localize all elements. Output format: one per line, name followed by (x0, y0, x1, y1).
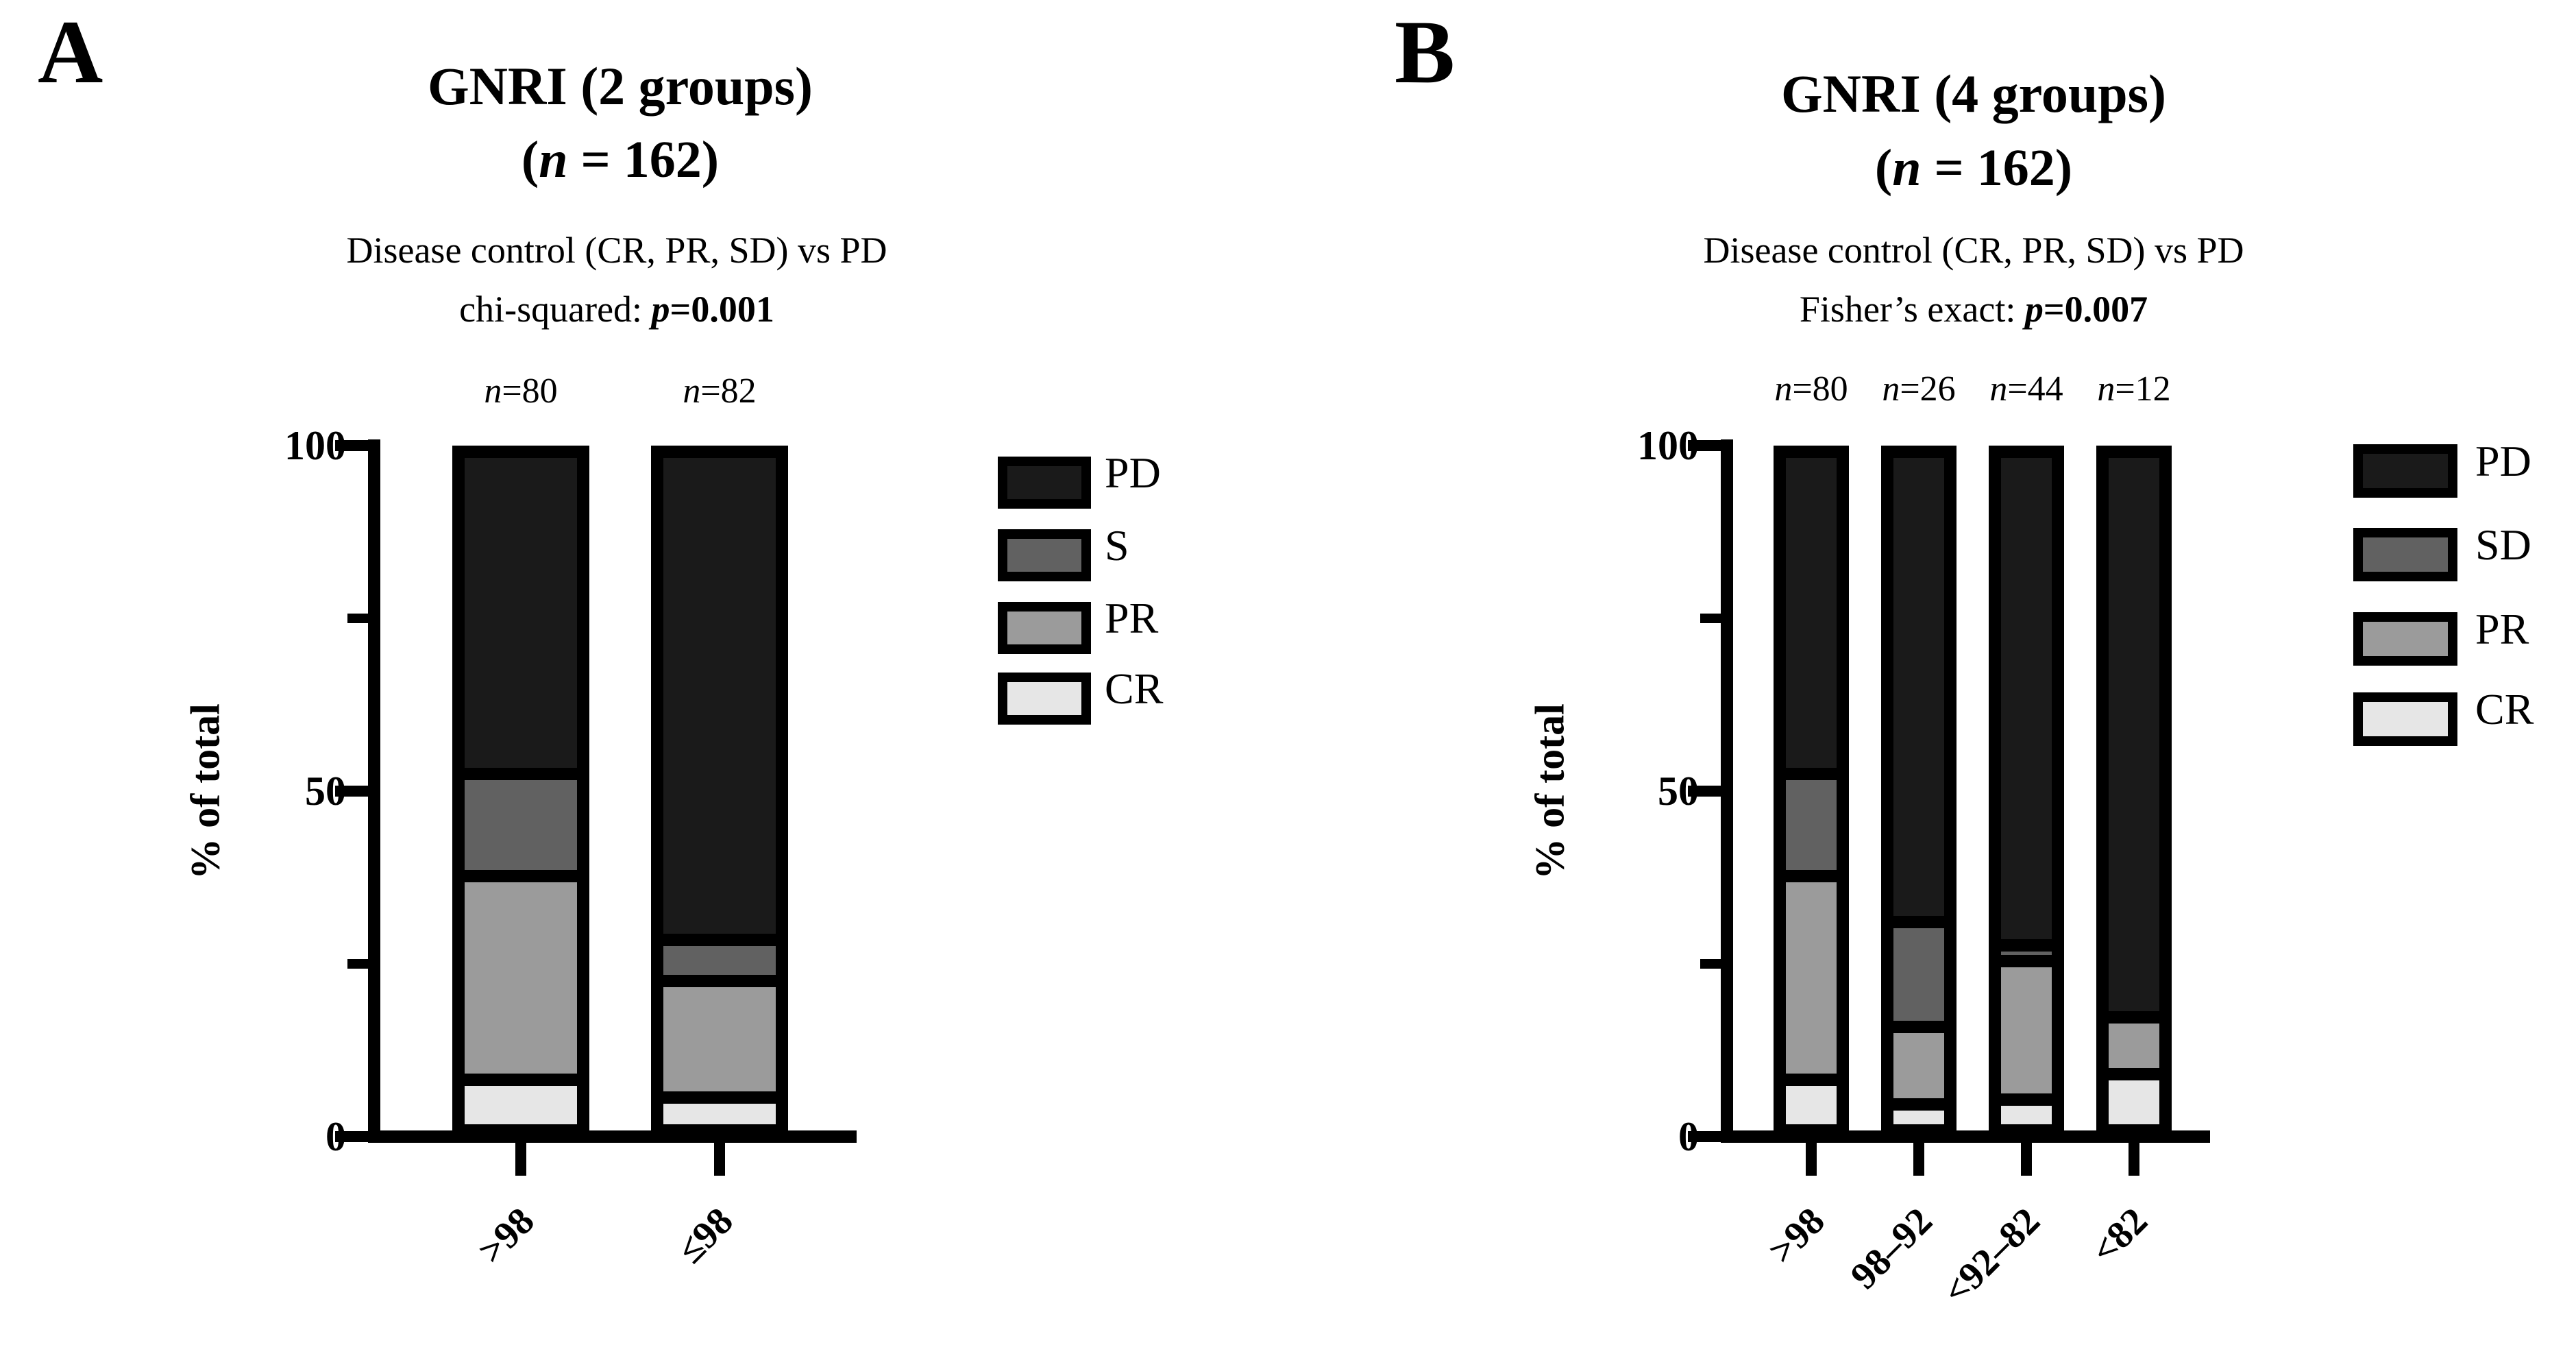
bar-segment-PR (2102, 1017, 2166, 1074)
y-axis-minor-tick (347, 959, 368, 969)
y-axis-line (368, 439, 380, 1143)
y-axis-minor-tick (1700, 959, 1721, 969)
x-axis-tick (2129, 1143, 2139, 1176)
bar-n-label: n=82 (683, 372, 757, 411)
y-tick-label: 0 (1678, 1114, 1699, 1159)
bar-segment-PR (1780, 875, 1843, 1080)
bar-segment-PR (1887, 1026, 1950, 1105)
y-tick-label: 100 (284, 423, 346, 468)
y-axis-minor-tick (347, 614, 368, 623)
legend-label-CR: CR (2475, 685, 2534, 734)
bar-segment-PD (1780, 452, 1843, 775)
bar-segment-CR (1887, 1104, 1950, 1130)
y-axis-major-tick (335, 440, 368, 451)
bar-n-label: n=44 (1989, 370, 2063, 409)
panel-letter-a: A (38, 1, 103, 102)
legend-label-CR: CR (1105, 664, 1164, 713)
panel-letter-b: B (1395, 1, 1456, 102)
panel-b-title: GNRI (4 groups) (1781, 64, 2166, 123)
y-axis-minor-tick (1700, 614, 1721, 623)
x-axis-tick (1806, 1143, 1817, 1176)
bar-segment-SD (1995, 945, 2058, 961)
legend-swatch-CR (2353, 692, 2457, 746)
bar-segment-PD (458, 452, 583, 775)
bar-segment-PR (657, 981, 782, 1098)
panel-a-subtitle: Disease control (CR, PR, SD) vs PD (346, 230, 887, 271)
bar-segment-S (657, 939, 782, 982)
x-axis-tick (714, 1143, 725, 1176)
x-tick-label: >98 (469, 1199, 543, 1272)
bar-segment-PR (458, 875, 583, 1080)
y-tick-label: 50 (305, 768, 346, 814)
legend-swatch-S (998, 529, 1091, 581)
bar-segment-CR (657, 1097, 782, 1130)
bar->98 (452, 446, 589, 1137)
bar-segment-PD (1995, 452, 2058, 945)
y-axis-major-tick (335, 786, 368, 797)
x-axis-tick (515, 1143, 526, 1176)
bar-98–92 (1881, 446, 1956, 1137)
bar-n-label: n=80 (1774, 370, 1848, 409)
y-tick-label: 0 (326, 1114, 346, 1159)
panel-b-stat-line: Fisher’s exact: p=0.007 (1799, 289, 2148, 330)
legend-label-PR: PR (1105, 594, 1159, 642)
bar->98 (1774, 446, 1849, 1137)
legend-label-SD: SD (2475, 520, 2531, 569)
y-axis-line (1721, 439, 1733, 1143)
legend-label-PR: PR (2475, 605, 2529, 653)
bar-segment-PD (2102, 452, 2166, 1017)
legend-label-PD: PD (2475, 437, 2531, 485)
bar-segment-PD (1887, 452, 1950, 923)
panel-a-title: GNRI (2 groups) (428, 56, 813, 116)
legend-swatch-PR (2353, 612, 2457, 666)
y-axis-major-tick (1688, 1131, 1721, 1142)
bar-segment-SD (1780, 774, 1843, 876)
legend-swatch-SD (2353, 528, 2457, 581)
bar-<82 (2096, 446, 2172, 1137)
bar-segment-SD (1887, 922, 1950, 1027)
legend-swatch-PD (998, 457, 1091, 509)
y-axis-major-tick (335, 1131, 368, 1142)
y-axis-major-tick (1688, 786, 1721, 797)
y-tick-label: 100 (1637, 423, 1699, 468)
bar-n-label: n=80 (484, 372, 558, 411)
y-axis-title: % of total (182, 703, 228, 880)
panel-a-stat-line: chi-squared: p=0.001 (459, 289, 774, 330)
bar-segment-CR (2102, 1074, 2166, 1130)
x-axis-tick (1913, 1143, 1924, 1176)
legend-label-S: S (1105, 521, 1129, 570)
bar-segment-PD (657, 452, 782, 940)
bar-segment-PR (1995, 960, 2058, 1100)
bar-segment-CR (1780, 1079, 1843, 1130)
legend-swatch-PR (998, 602, 1091, 654)
bar-segment-S (458, 774, 583, 876)
legend-swatch-CR (998, 673, 1091, 725)
bar-n-label: n=12 (2097, 370, 2171, 409)
bar-segment-CR (1995, 1100, 2058, 1130)
legend-label-PD: PD (1105, 448, 1161, 497)
panel-b-title-n: (n = 162) (1874, 139, 2073, 197)
bar-n-label: n=26 (1882, 370, 1956, 409)
bar-<92–82 (1989, 446, 2064, 1137)
bar-segment-CR (458, 1079, 583, 1130)
y-axis-title: % of total (1527, 703, 1573, 880)
y-axis-major-tick (1688, 440, 1721, 451)
legend-swatch-PD (2353, 444, 2457, 498)
x-tick-label: ≤98 (669, 1199, 741, 1272)
x-axis-tick (2021, 1143, 2032, 1176)
bar-≤98 (651, 446, 788, 1137)
panel-a-title-n: (n = 162) (521, 131, 720, 189)
y-tick-label: 50 (1658, 768, 1699, 814)
panel-b-subtitle: Disease control (CR, PR, SD) vs PD (1703, 230, 2244, 271)
